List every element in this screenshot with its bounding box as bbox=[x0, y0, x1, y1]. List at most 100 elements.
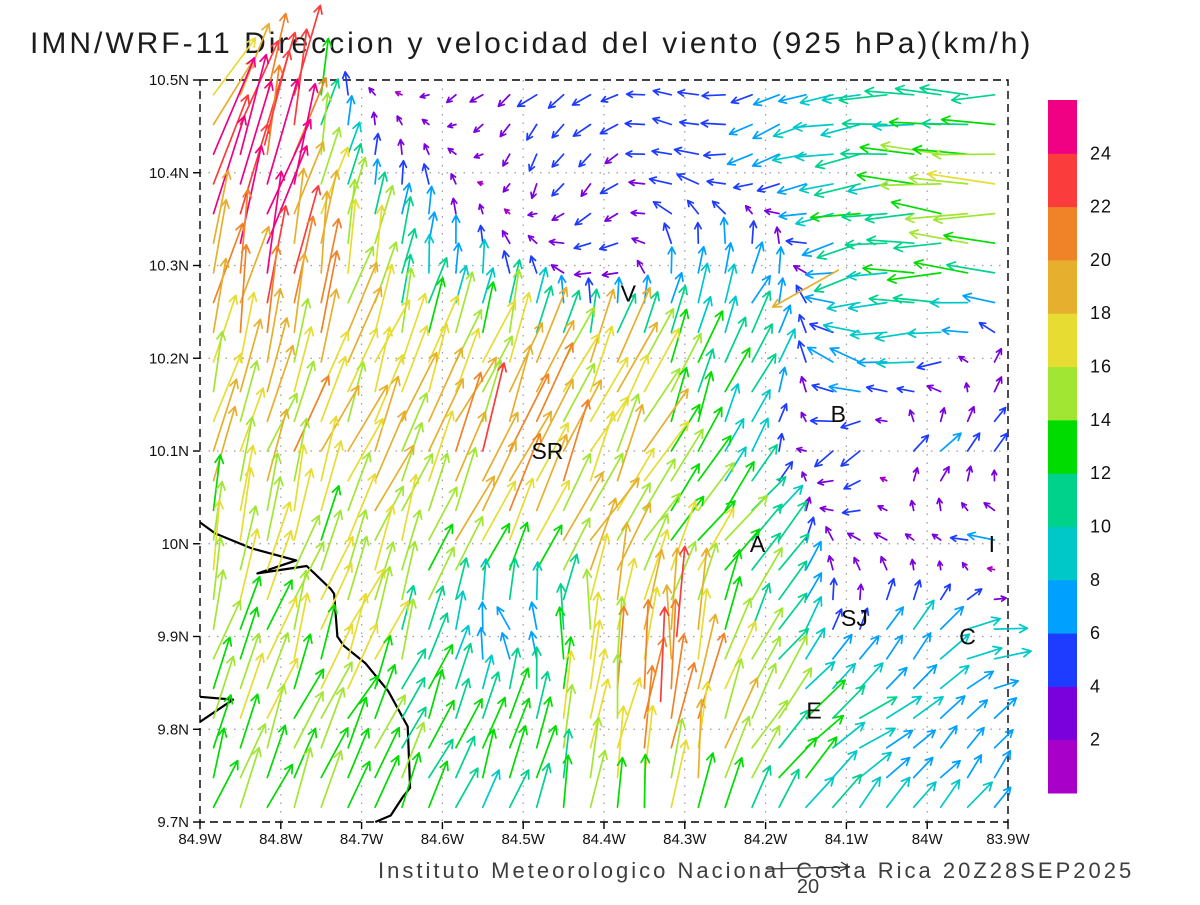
wind-arrow bbox=[401, 706, 427, 749]
wind-arrow bbox=[501, 250, 511, 274]
wind-arrow bbox=[212, 694, 234, 749]
wind-arrow bbox=[476, 626, 487, 660]
wind-arrow bbox=[939, 583, 952, 601]
wind-arrow bbox=[643, 458, 676, 512]
wind-arrow bbox=[961, 561, 969, 571]
wind-arrow bbox=[580, 183, 592, 198]
wind-arrow bbox=[374, 755, 400, 809]
wind-arrow bbox=[751, 444, 778, 482]
wind-arrow bbox=[535, 433, 569, 512]
city-labels: V SR B A SJ C E I bbox=[531, 280, 995, 723]
wind-arrow bbox=[993, 623, 1029, 634]
wind-arrow bbox=[428, 257, 449, 304]
wind-arrow bbox=[724, 597, 753, 660]
wind-arrow bbox=[872, 120, 915, 131]
wind-arrow bbox=[239, 444, 257, 512]
wind-arrow bbox=[481, 281, 497, 334]
wind-arrow bbox=[846, 532, 861, 541]
wind-arrow bbox=[481, 439, 517, 512]
wind-arrow bbox=[527, 211, 538, 218]
wind-arrow bbox=[293, 326, 315, 393]
wind-arrow bbox=[724, 263, 738, 304]
wind-arrow bbox=[828, 383, 861, 393]
wind-arrow bbox=[239, 606, 260, 660]
wind-arrow bbox=[809, 416, 834, 425]
wind-arrow bbox=[481, 728, 497, 779]
wind-arrow bbox=[993, 749, 1012, 779]
wind-arrow bbox=[853, 556, 861, 571]
wind-arrow bbox=[293, 468, 315, 541]
wind-arrow bbox=[212, 599, 242, 660]
wind-arrow bbox=[293, 541, 325, 601]
wind-arrow bbox=[724, 242, 735, 274]
wind-arrow bbox=[816, 242, 861, 260]
wind-arrow bbox=[508, 667, 530, 719]
wind-arrow bbox=[374, 184, 396, 245]
wind-arrow bbox=[428, 669, 445, 719]
wind-arrow bbox=[856, 171, 915, 185]
wind-arrow bbox=[642, 599, 653, 690]
wind-arrow bbox=[966, 465, 974, 482]
wind-arrow bbox=[778, 211, 807, 221]
y-tick-label: 10.2N bbox=[149, 350, 189, 367]
wind-arrow bbox=[616, 605, 629, 690]
wind-arrow bbox=[481, 671, 501, 719]
colorbar-tick-label: 6 bbox=[1090, 623, 1101, 643]
wind-arrow bbox=[966, 616, 1002, 630]
wind-arrow bbox=[832, 721, 866, 749]
wind-arrow bbox=[428, 612, 449, 660]
wind-arrow bbox=[643, 664, 657, 749]
wind-arrow bbox=[526, 123, 538, 141]
wind-arrow bbox=[777, 277, 787, 304]
wind-arrow bbox=[401, 752, 422, 809]
wind-arrow bbox=[428, 347, 464, 423]
city-label-sr: SR bbox=[531, 438, 563, 464]
wind-arrow bbox=[670, 718, 686, 779]
wind-arrow bbox=[266, 632, 290, 690]
y-tick-label: 10N bbox=[161, 536, 189, 553]
wind-arrow bbox=[239, 243, 251, 334]
wind-arrow bbox=[239, 746, 262, 809]
wind-arrow bbox=[805, 736, 838, 779]
wind-arrow bbox=[832, 684, 866, 719]
wind-arrow bbox=[455, 475, 496, 541]
wind-arrow bbox=[724, 715, 751, 779]
wind-arrow bbox=[401, 540, 419, 601]
wind-arrow bbox=[481, 267, 496, 304]
wind-arrow bbox=[584, 277, 594, 304]
wind-arrow bbox=[616, 403, 645, 482]
wind-arrow bbox=[859, 696, 898, 719]
wind-arrow bbox=[678, 119, 700, 127]
wind-arrow bbox=[778, 560, 808, 601]
wind-arrow bbox=[813, 183, 861, 199]
wind-arrow bbox=[912, 756, 934, 779]
wind-arrow bbox=[751, 699, 789, 749]
wind-arrow bbox=[455, 735, 476, 779]
wind-arrow bbox=[885, 606, 905, 630]
wind-arrow bbox=[212, 727, 228, 779]
wind-arrow bbox=[643, 367, 681, 423]
wind-arrow bbox=[676, 173, 700, 185]
wind-arrow bbox=[636, 259, 646, 274]
wind-arrow bbox=[401, 473, 420, 541]
wind-arrow bbox=[726, 153, 753, 166]
wind-arrow bbox=[239, 652, 265, 719]
wind-arrow bbox=[616, 393, 641, 452]
wind-arrow bbox=[589, 477, 640, 541]
wind-arrow bbox=[374, 600, 410, 660]
wind-arrow bbox=[697, 370, 715, 423]
wind-arrow bbox=[908, 173, 969, 185]
colorbar-segment bbox=[1048, 100, 1077, 154]
wind-arrow bbox=[697, 752, 716, 809]
wind-arrow bbox=[508, 697, 531, 749]
wind-arrow bbox=[763, 208, 780, 216]
wind-arrow bbox=[455, 446, 478, 512]
wind-arrow bbox=[481, 362, 508, 452]
x-tick-label: 84.2W bbox=[744, 831, 788, 848]
wind-arrow bbox=[677, 89, 700, 97]
y-tick-label: 10.3N bbox=[149, 258, 189, 275]
footer-text: Instituto Meteorologico Nacional Costa R… bbox=[378, 858, 1134, 883]
wind-arrow bbox=[939, 779, 961, 809]
wind-arrow bbox=[751, 662, 777, 719]
